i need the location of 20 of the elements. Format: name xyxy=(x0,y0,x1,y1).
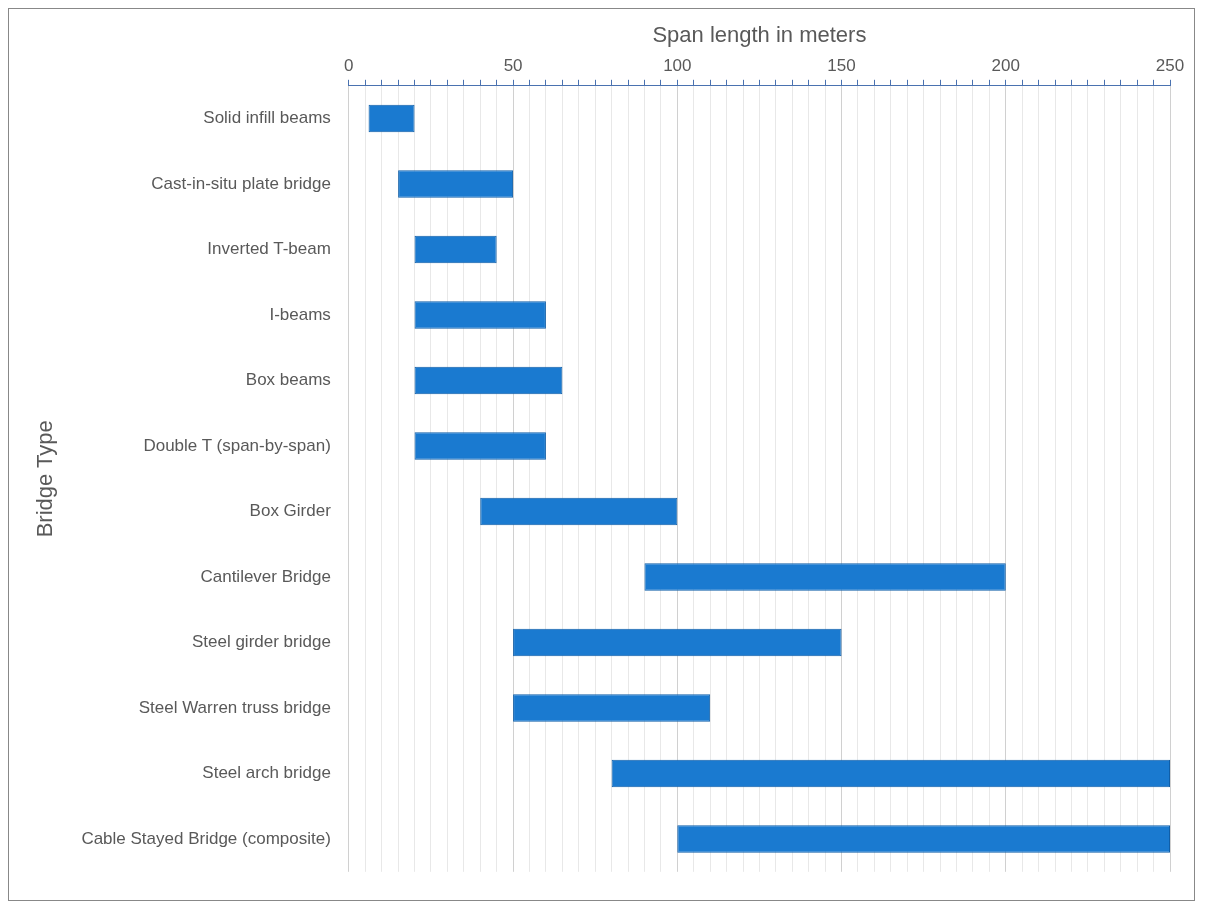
y-tick-label: Steel girder bridge xyxy=(191,632,331,652)
y-tick-label: Double T (span-by-span) xyxy=(143,435,331,455)
y-tick-label: Cantilever Bridge xyxy=(200,566,331,586)
y-tick-label: Cast-in-situ plate bridge xyxy=(151,173,331,193)
y-tick-label: Cable Stayed Bridge (composite) xyxy=(81,828,331,848)
y-tick-label: Steel Warren truss bridge xyxy=(138,697,331,717)
x-tick-label: 0 xyxy=(344,56,354,76)
x-tick-label: 250 xyxy=(1155,56,1185,76)
y-axis-title: Bridge Type xyxy=(32,420,58,538)
y-tick-label: Inverted T-beam xyxy=(207,239,331,259)
y-tick-label: Solid infill beams xyxy=(203,108,331,128)
y-tick-label: Steel arch bridge xyxy=(202,763,331,783)
x-tick-label: 50 xyxy=(503,56,523,76)
y-tick-label: Box Girder xyxy=(249,501,332,521)
y-tick-label: I-beams xyxy=(269,304,331,324)
x-tick-label: 200 xyxy=(991,56,1020,76)
y-tick-label: Box beams xyxy=(245,370,331,390)
x-axis-title: Span length in meters xyxy=(652,22,867,48)
x-tick-label: 100 xyxy=(663,56,692,76)
x-tick-label: 150 xyxy=(827,56,856,76)
